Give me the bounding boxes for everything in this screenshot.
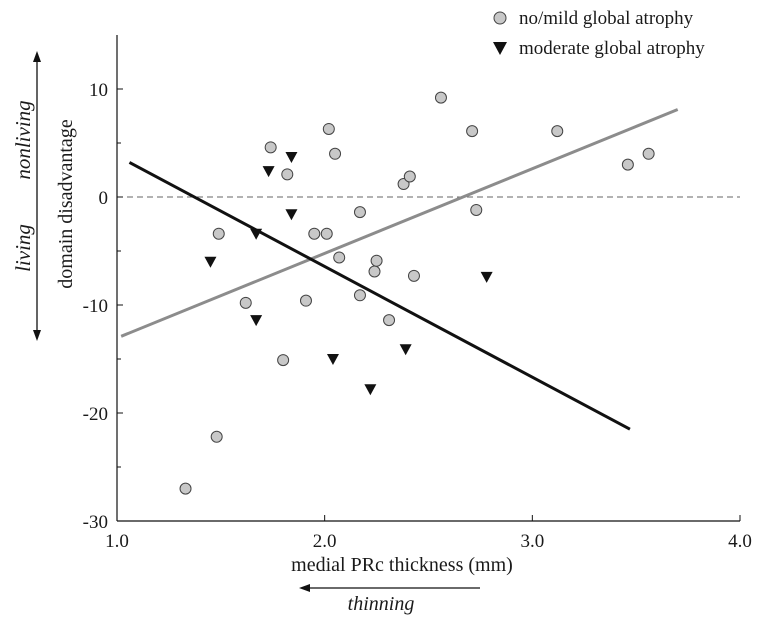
living-label: living xyxy=(11,224,35,272)
data-point-circle xyxy=(551,125,564,138)
fit-line xyxy=(120,108,679,338)
data-point-circle xyxy=(264,141,277,154)
data-point-circle xyxy=(210,430,223,443)
data-point-circle xyxy=(383,314,396,327)
data-point-circle xyxy=(333,251,346,264)
thinning-label: thinning xyxy=(348,593,415,615)
axes xyxy=(116,35,741,522)
data-point-circle xyxy=(299,294,312,307)
data-point-circle xyxy=(179,482,192,495)
data-point-circle xyxy=(281,168,294,181)
data-point-triangle xyxy=(250,228,263,240)
regression-lines xyxy=(120,108,679,431)
data-point-triangle xyxy=(399,344,412,356)
legend-label-moderate: moderate global atrophy xyxy=(519,38,705,59)
data-point-triangle xyxy=(204,256,217,268)
data-point-circle xyxy=(407,269,420,282)
nonliving-arrowhead-icon xyxy=(33,51,41,62)
data-point-triangle xyxy=(262,166,275,178)
data-point-circle xyxy=(466,125,479,138)
data-point-circle xyxy=(329,147,342,160)
data-point-circle xyxy=(370,254,383,267)
legend-triangle-icon xyxy=(493,42,507,55)
thinning-arrowhead-icon xyxy=(299,584,310,592)
legend-circle-icon xyxy=(493,11,507,25)
x-tick-label: 1.0 xyxy=(105,531,129,552)
x-tick-label: 3.0 xyxy=(520,531,544,552)
y-tick-label: -30 xyxy=(83,512,108,533)
data-point-circle xyxy=(320,227,333,240)
fit-line xyxy=(128,161,631,431)
data-point-triangle xyxy=(285,209,298,221)
y-tick-label: -10 xyxy=(83,296,108,317)
data-point-triangle xyxy=(285,152,298,164)
data-point-triangle xyxy=(364,384,377,396)
x-axis-label: medial PRc thickness (mm) xyxy=(291,554,513,576)
data-point-triangle xyxy=(250,315,263,327)
x-tick-label: 2.0 xyxy=(313,531,337,552)
y-tick-label: 10 xyxy=(89,80,108,101)
data-point-circle xyxy=(434,91,447,104)
legend: no/mild global atrophy moderate global a… xyxy=(493,8,705,59)
x-tick-label: 4.0 xyxy=(728,531,752,552)
y-tick-label: -20 xyxy=(83,404,108,425)
data-point-circle xyxy=(353,289,366,302)
data-point-circle xyxy=(353,206,366,219)
data-point-circle xyxy=(621,158,634,171)
data-point-circle xyxy=(403,170,416,183)
living-arrowhead-icon xyxy=(33,330,41,341)
data-point-circle xyxy=(470,203,483,216)
data-point-circle xyxy=(212,227,225,240)
data-point-circle xyxy=(308,227,321,240)
data-point-circle xyxy=(368,265,381,278)
legend-label-no-mild: no/mild global atrophy xyxy=(519,8,694,29)
data-point-circle xyxy=(322,122,335,135)
data-point-circle xyxy=(239,296,252,309)
y-tick-label: 0 xyxy=(99,188,109,209)
data-point-triangle xyxy=(326,354,339,365)
data-point-circle xyxy=(642,147,655,160)
y-axis-label: domain disadvantage xyxy=(55,119,77,289)
nonliving-label: nonliving xyxy=(11,100,35,179)
data-points xyxy=(179,91,655,495)
tick-labels: 1.0 2.0 3.0 4.0 -30 -20 -10 0 10 xyxy=(83,80,752,552)
data-point-triangle xyxy=(480,271,493,283)
data-point-circle xyxy=(277,354,290,367)
